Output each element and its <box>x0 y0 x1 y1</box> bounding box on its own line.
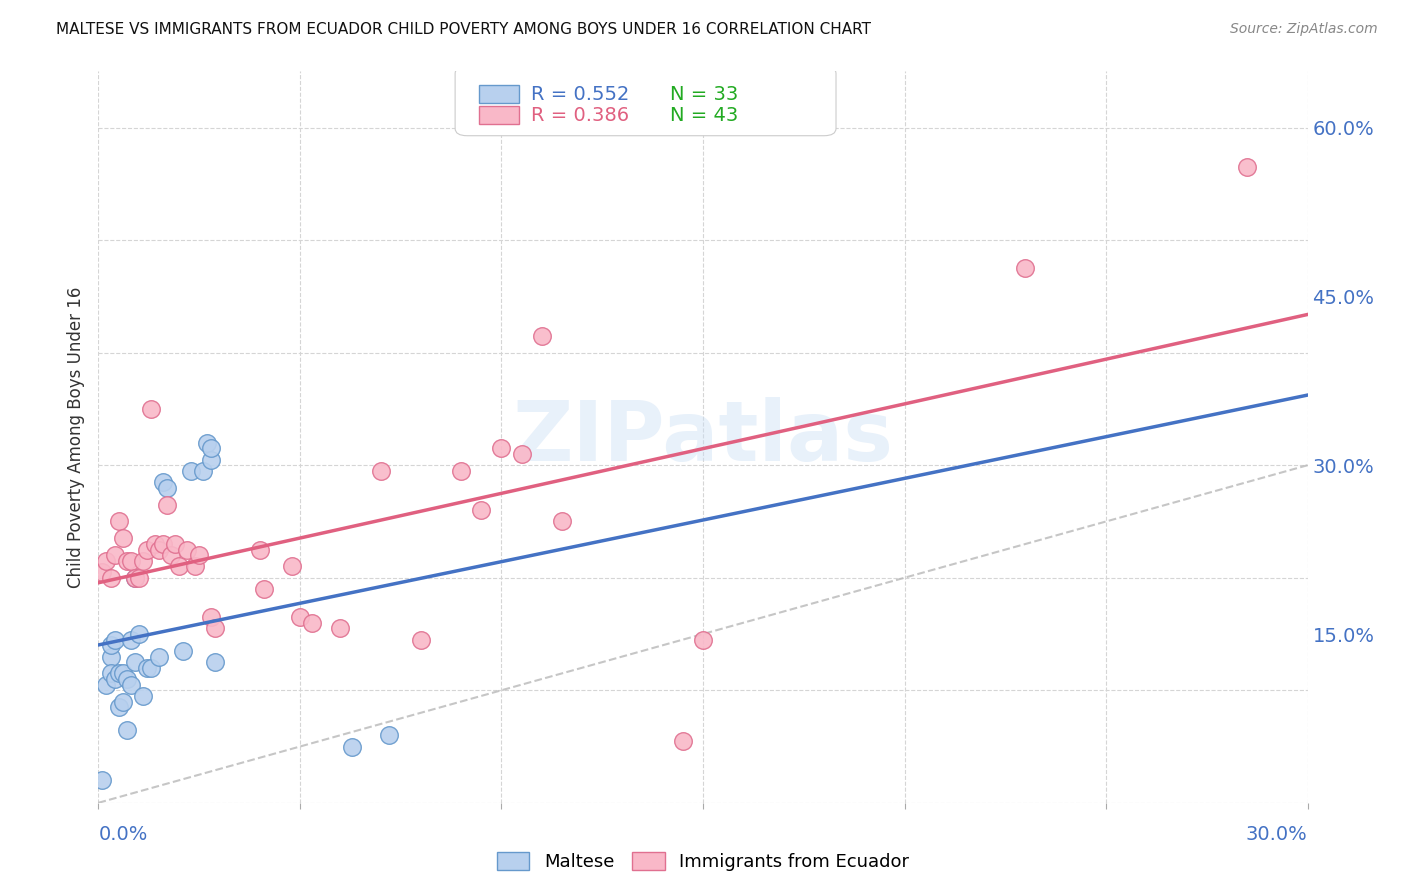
Point <box>184 559 207 574</box>
Point <box>132 689 155 703</box>
Point <box>148 649 170 664</box>
Point <box>111 532 134 546</box>
Text: MALTESE VS IMMIGRANTS FROM ECUADOR CHILD POVERTY AMONG BOYS UNDER 16 CORRELATION: MALTESE VS IMMIGRANTS FROM ECUADOR CHILD… <box>56 22 872 37</box>
Point <box>107 515 129 529</box>
Text: ZIPatlas: ZIPatlas <box>513 397 893 477</box>
FancyBboxPatch shape <box>479 86 519 103</box>
Point <box>200 610 222 624</box>
Point <box>139 661 162 675</box>
Point <box>103 672 125 686</box>
Point <box>124 571 146 585</box>
Point <box>156 481 179 495</box>
Point <box>100 571 122 585</box>
Point <box>128 627 150 641</box>
Point <box>530 328 553 343</box>
Text: 0.0%: 0.0% <box>98 824 148 844</box>
Point <box>120 632 142 647</box>
Point <box>139 401 162 416</box>
Point <box>1236 160 1258 174</box>
Point <box>195 435 218 450</box>
Point <box>200 442 222 456</box>
Point <box>160 548 183 562</box>
Text: R = 0.386: R = 0.386 <box>531 106 630 125</box>
Point <box>180 464 202 478</box>
Point <box>91 565 114 579</box>
Point <box>103 632 125 647</box>
Point <box>370 464 392 478</box>
Point <box>120 554 142 568</box>
Point <box>115 554 138 568</box>
Point <box>156 498 179 512</box>
Point <box>135 542 157 557</box>
Point <box>148 542 170 557</box>
Point <box>172 644 194 658</box>
Point <box>96 554 118 568</box>
Point <box>124 655 146 669</box>
Point <box>132 554 155 568</box>
Point <box>249 542 271 557</box>
Legend: Maltese, Immigrants from Ecuador: Maltese, Immigrants from Ecuador <box>489 845 917 879</box>
Point <box>107 666 129 681</box>
Point <box>510 447 533 461</box>
Text: 30.0%: 30.0% <box>1246 824 1308 844</box>
Point <box>152 475 174 489</box>
Point <box>470 503 492 517</box>
Point <box>491 442 513 456</box>
Point <box>188 548 211 562</box>
Point <box>124 571 146 585</box>
Point <box>342 739 364 754</box>
Point <box>100 638 122 652</box>
Point <box>91 773 114 788</box>
Point <box>301 615 323 630</box>
Point <box>409 632 432 647</box>
Point <box>152 537 174 551</box>
Point <box>100 666 122 681</box>
Point <box>176 542 198 557</box>
Point <box>193 464 215 478</box>
Point <box>672 734 695 748</box>
Point <box>281 559 304 574</box>
Point <box>450 464 472 478</box>
Point <box>253 582 276 596</box>
Point <box>143 537 166 551</box>
Point <box>551 515 574 529</box>
Text: Source: ZipAtlas.com: Source: ZipAtlas.com <box>1230 22 1378 37</box>
Point <box>115 723 138 737</box>
Point <box>107 700 129 714</box>
Point <box>377 728 399 742</box>
Point <box>204 621 226 635</box>
Point <box>135 661 157 675</box>
Point <box>200 452 222 467</box>
FancyBboxPatch shape <box>479 106 519 124</box>
Point <box>128 571 150 585</box>
Point <box>167 559 190 574</box>
Point <box>163 537 186 551</box>
Point <box>329 621 352 635</box>
Point <box>120 678 142 692</box>
Y-axis label: Child Poverty Among Boys Under 16: Child Poverty Among Boys Under 16 <box>66 286 84 588</box>
Point <box>96 678 118 692</box>
Point <box>111 666 134 681</box>
Point <box>692 632 714 647</box>
Text: N = 33: N = 33 <box>671 85 738 103</box>
Text: R = 0.552: R = 0.552 <box>531 85 630 103</box>
FancyBboxPatch shape <box>456 66 837 136</box>
Point <box>204 655 226 669</box>
Point <box>1014 261 1036 276</box>
Point <box>111 694 134 708</box>
Point <box>103 548 125 562</box>
Point <box>288 610 311 624</box>
Point <box>115 672 138 686</box>
Text: N = 43: N = 43 <box>671 106 738 125</box>
Point <box>100 649 122 664</box>
